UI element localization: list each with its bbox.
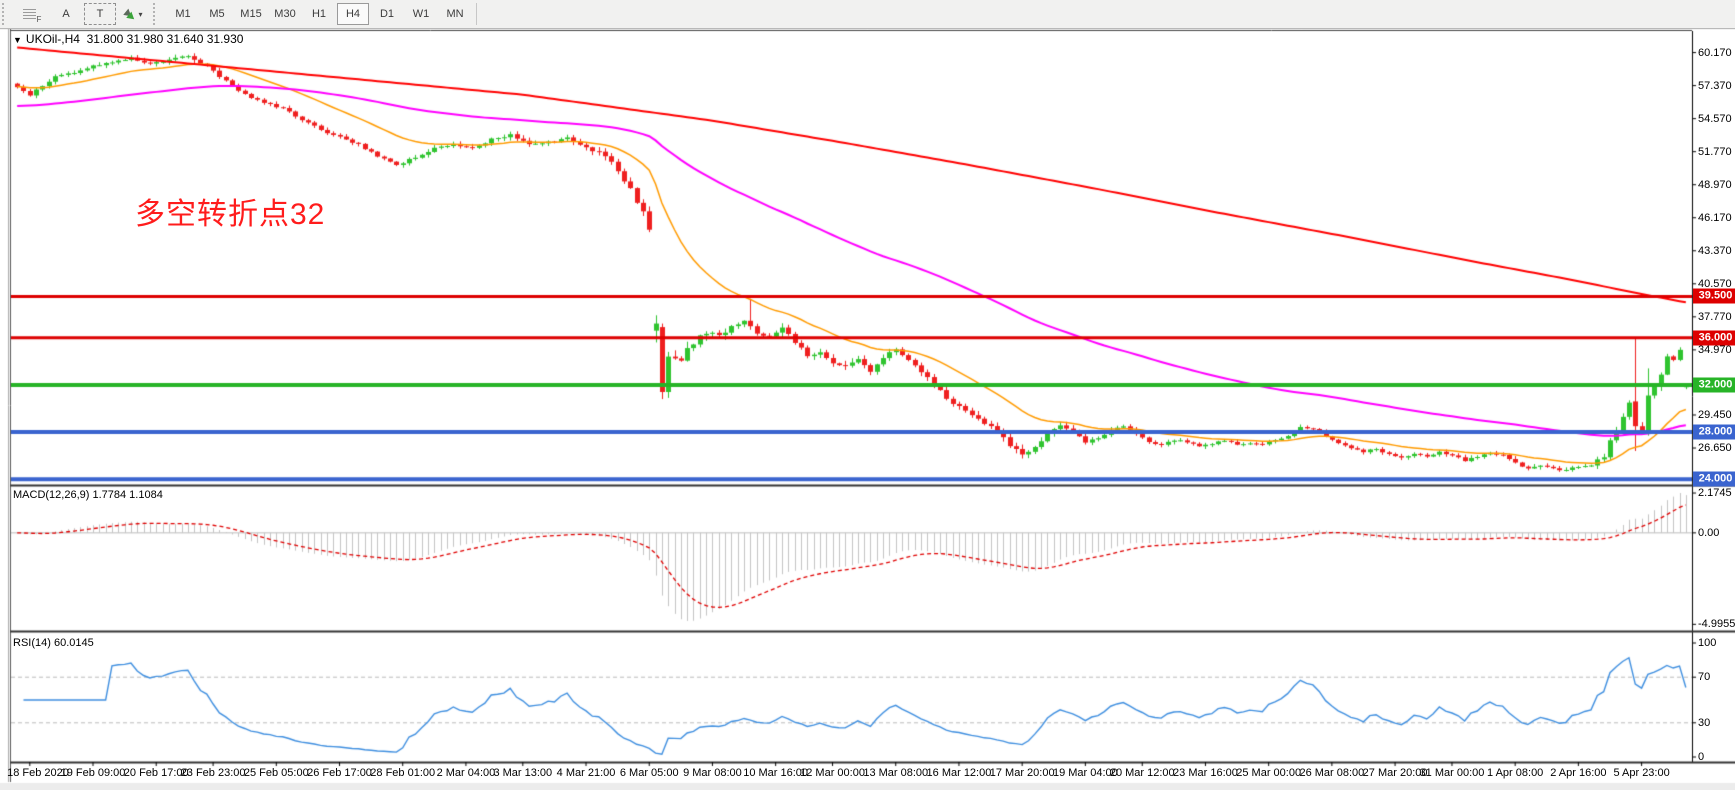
timeframe-button-m30[interactable]: M30 (274, 8, 296, 20)
timeframe-button-mn[interactable]: MN (446, 8, 464, 20)
font-tool-label: A (62, 8, 70, 20)
toolbar-separator (476, 3, 477, 25)
timeframe-button-group: M1 M5 M15 M30 H1 H4 D1 W1 MN (166, 3, 472, 25)
dropdown-caret-icon: ▾ (138, 9, 143, 19)
timeframe-button-h1[interactable]: H1 (311, 8, 327, 20)
font-tool-button[interactable]: A (50, 3, 82, 25)
timeframe-button-m15[interactable]: M15 (240, 8, 262, 20)
toolbar-drag-handle[interactable] (2, 3, 12, 25)
indicator-list-label: F (36, 15, 42, 24)
timeframe-button-w1[interactable]: W1 (412, 8, 430, 20)
chart-toolbar: F A T ▾ M1 M5 M15 M30 H1 H4 D1 W1 MN (0, 0, 1735, 29)
text-label-tool-button[interactable]: T (84, 3, 116, 25)
toolbar-drag-handle-2[interactable] (153, 3, 163, 25)
timeframe-button-d1[interactable]: D1 (379, 8, 395, 20)
indicator-list-icon (22, 9, 36, 19)
object-style-button[interactable]: ▾ (118, 3, 150, 25)
timeframe-button-m1[interactable]: M1 (175, 8, 191, 20)
timeframe-button-h4[interactable]: H4 (337, 3, 369, 25)
timeframe-button-m5[interactable]: M5 (209, 8, 225, 20)
indicator-list-button[interactable]: F (16, 3, 48, 25)
text-label-tool-label: T (96, 8, 104, 20)
